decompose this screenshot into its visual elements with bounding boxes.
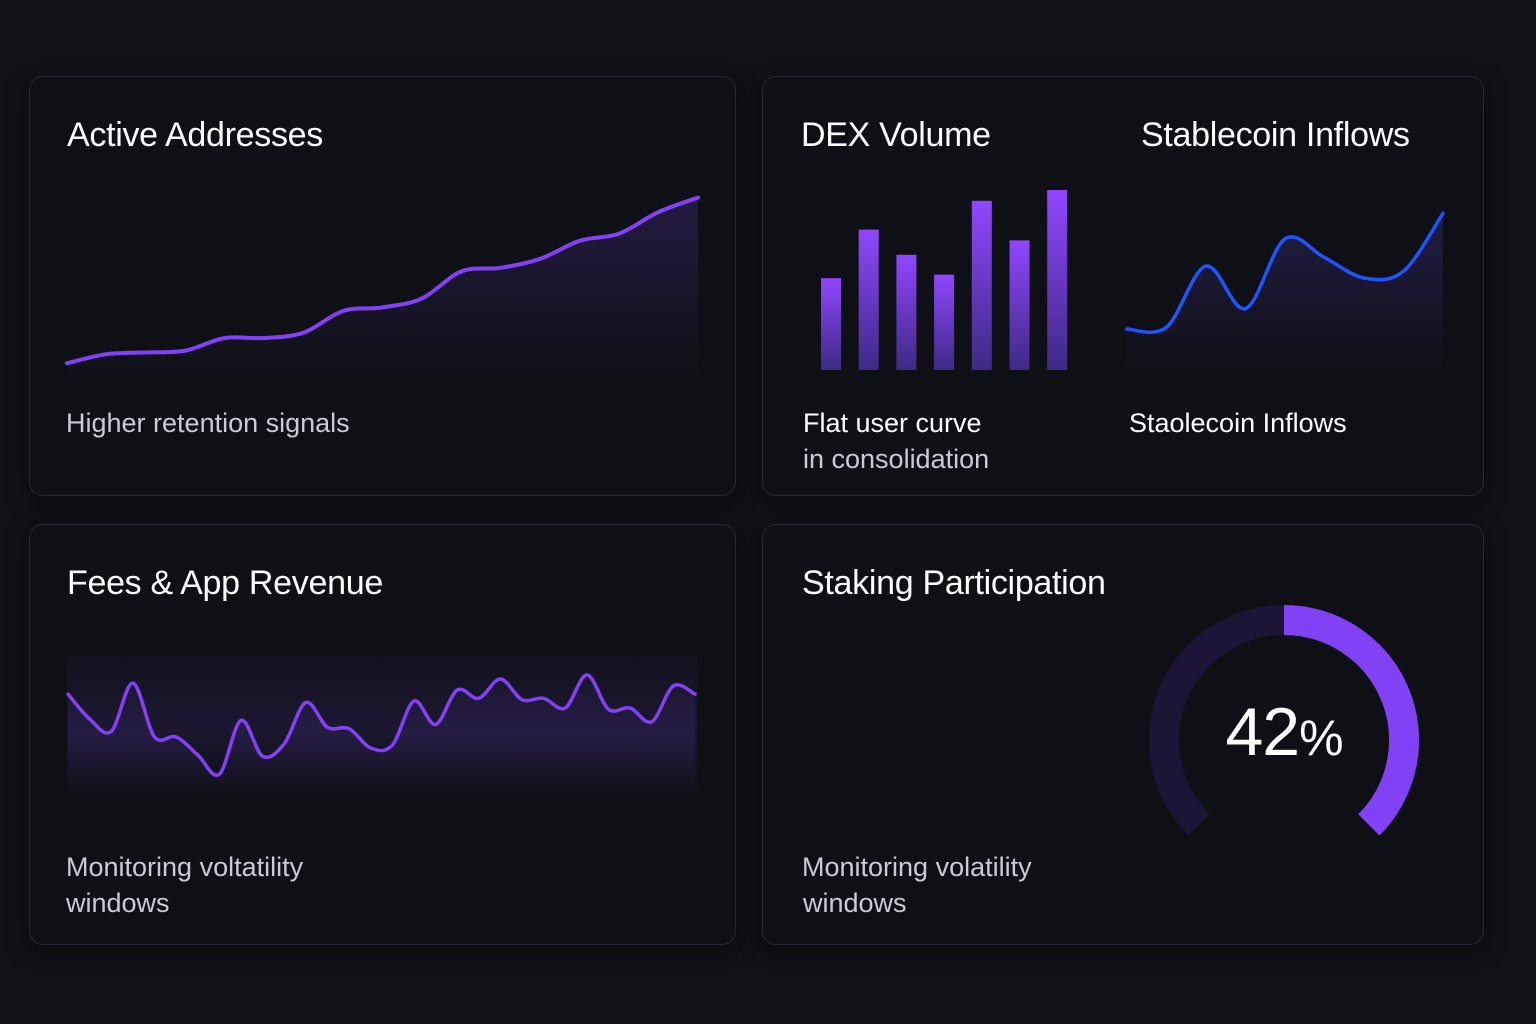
staking-value-unit: % — [1299, 710, 1343, 766]
staking-subtitle-line1: Monitoring volatility — [802, 852, 1032, 882]
fees-revenue-subtitle-line2: windows — [66, 888, 170, 918]
staking-value: 42% — [1184, 698, 1384, 766]
staking-value-number: 42 — [1225, 694, 1300, 770]
dex-volume-title: DEX Volume — [801, 116, 991, 154]
fees-revenue-subtitle-line1: Monitoring voltatility — [66, 852, 304, 882]
dex-volume-caption-line1: Flat user curve — [803, 408, 982, 438]
active-addresses-title: Active Addresses — [67, 116, 323, 154]
dex-volume-caption-line2: in consolidation — [803, 444, 990, 474]
active-addresses-subtitle: Higher retention signals — [66, 408, 350, 438]
stablecoin-inflows-caption: Staolecoin Inflows — [1129, 408, 1347, 438]
stablecoin-inflows-title: Stablecoin Inflows — [1141, 116, 1410, 154]
fees-revenue-title: Fees & App Revenue — [67, 564, 383, 602]
staking-title: Staking Participation — [802, 564, 1106, 602]
staking-subtitle-line2: windows — [803, 888, 907, 918]
